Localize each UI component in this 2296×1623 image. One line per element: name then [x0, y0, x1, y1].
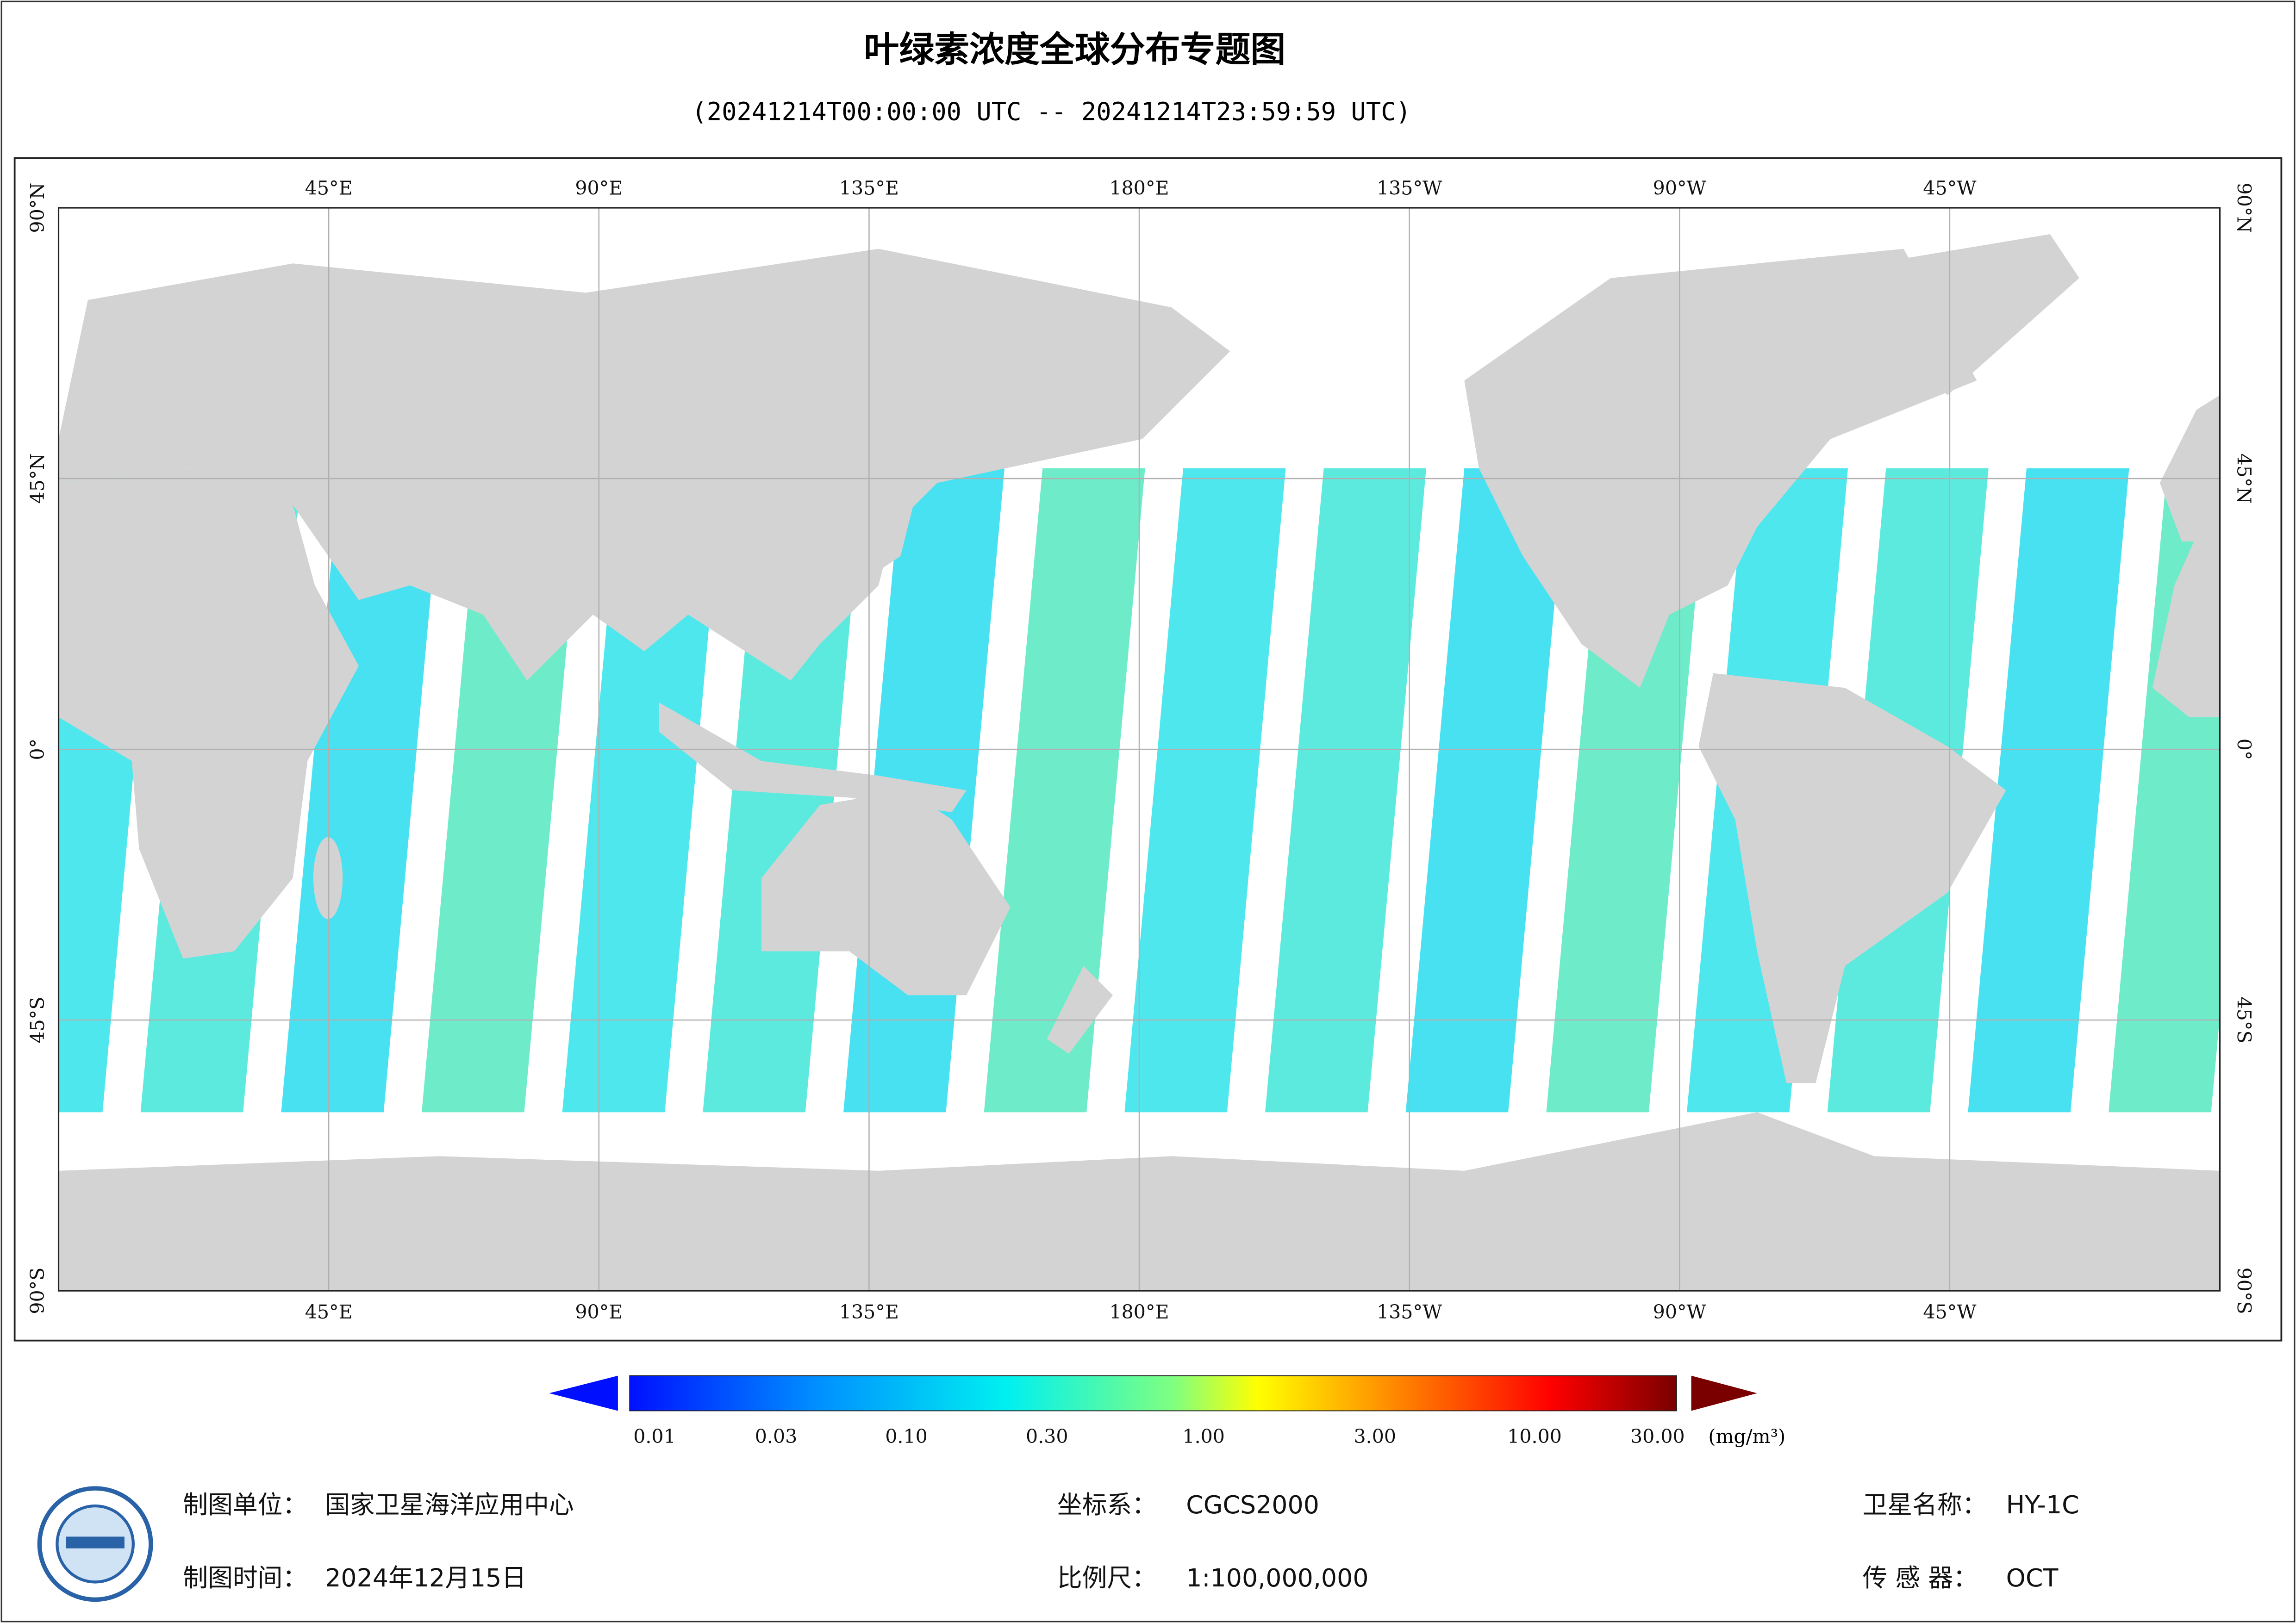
swath	[281, 468, 443, 1113]
colorbar-tick-label: 0.30	[1026, 1425, 1068, 1448]
lat-label-right: 45°S	[2233, 997, 2255, 1044]
new-zealand	[1047, 966, 1113, 1054]
lat-label-right: 90°S	[2233, 1268, 2255, 1314]
sensor-label: 传 感 器：	[1863, 1563, 1978, 1592]
greenland	[1874, 234, 2079, 395]
satellite-label: 卫星名称：	[1863, 1490, 1987, 1519]
satellite: HY-1C	[2006, 1490, 2079, 1519]
producer: 国家卫星海洋应用中心	[325, 1490, 574, 1519]
lat-label-left: 90°S	[26, 1268, 49, 1314]
scale-label: 比例尺：	[1057, 1563, 1157, 1592]
lat-label-left: 45°S	[26, 997, 49, 1044]
europe-west	[2159, 395, 2220, 542]
lat-label-right: 45°N	[2233, 454, 2255, 504]
lon-label-top: 135°W	[1377, 177, 1442, 199]
subtitle: (20241214T00:00:00 UTC -- 20241214T23:59…	[692, 97, 1411, 126]
map-border	[57, 207, 2221, 1292]
lat-label-left: 0°	[26, 739, 49, 760]
madagascar	[313, 837, 343, 919]
producer-label: 制图单位：	[183, 1490, 307, 1519]
colorbar-high-arrow	[1691, 1375, 1757, 1411]
australia	[761, 790, 1011, 995]
swath	[1968, 468, 2129, 1113]
swath	[1546, 468, 1708, 1113]
crs-label: 坐标系：	[1057, 1490, 1157, 1519]
swath	[984, 468, 1145, 1113]
colorbar	[629, 1375, 1677, 1412]
date: 2024年12月15日	[325, 1563, 526, 1592]
lon-label-top: 135°E	[839, 177, 899, 199]
japan	[842, 483, 916, 585]
lon-label-bottom: 135°E	[839, 1301, 899, 1323]
grid-labels: 45°E 45°E 90°E 90°E 135°E 135°E 180°E 180°E 135°…	[26, 177, 2255, 1324]
title: 叶绿素浓度全球分布专题图	[864, 29, 1285, 70]
map	[58, 208, 2220, 1291]
lon-label-top: 180°E	[1109, 177, 1169, 199]
map-frame	[13, 157, 2283, 1342]
lon-label-bottom: 90°E	[575, 1301, 623, 1323]
lon-label-bottom: 135°W	[1377, 1301, 1442, 1323]
logo	[37, 1486, 153, 1602]
colorbar-low-arrow	[549, 1375, 618, 1411]
lon-label-top: 90°E	[575, 177, 623, 199]
lon-label-bottom: 45°E	[305, 1301, 353, 1323]
lat-label-right: 90°N	[2233, 183, 2255, 233]
africa	[58, 468, 359, 959]
colorbar-tick-label: 3.00	[1354, 1425, 1397, 1448]
swath	[562, 468, 724, 1113]
colorbar-ticks: 0.01 0.03 0.10 0.30 1.00 3.00 10.00 30.00	[633, 1425, 1685, 1448]
colorbar-tick-label: 1.00	[1182, 1425, 1225, 1448]
eurasia	[58, 249, 1230, 681]
colorbar-tick-label: 0.03	[755, 1425, 798, 1448]
lon-label-bottom: 45°W	[1923, 1301, 1977, 1323]
indonesia	[659, 702, 967, 813]
graticule	[58, 208, 2220, 1291]
colorbar-unit: (mg/m³)	[1708, 1425, 1785, 1448]
lon-label-bottom: 90°W	[1653, 1301, 1707, 1323]
colorbar-tick-label: 0.01	[633, 1425, 676, 1448]
south-america	[1698, 673, 2006, 1083]
lon-label-top: 45°W	[1923, 177, 1977, 199]
date-label: 制图时间：	[183, 1563, 307, 1592]
swath	[1405, 468, 1567, 1113]
swath	[1265, 468, 1427, 1113]
crs: CGCS2000	[1186, 1490, 1319, 1519]
lon-label-top: 45°E	[305, 177, 353, 199]
north-america	[1464, 249, 1977, 688]
lat-label-left: 90°N	[26, 183, 49, 233]
swath	[1124, 468, 1286, 1113]
colorbar-tick-label: 0.10	[885, 1425, 928, 1448]
lat-label-left: 45°N	[26, 454, 49, 504]
lon-label-top: 90°W	[1653, 177, 1707, 199]
scale: 1:100,000,000	[1186, 1563, 1368, 1592]
lon-label-bottom: 180°E	[1109, 1301, 1169, 1323]
sensor: OCT	[2006, 1563, 2059, 1592]
colorbar-tick-label: 30.00	[1630, 1425, 1685, 1448]
lat-label-right: 0°	[2233, 739, 2255, 760]
colorbar-tick-label: 10.00	[1507, 1425, 1562, 1448]
